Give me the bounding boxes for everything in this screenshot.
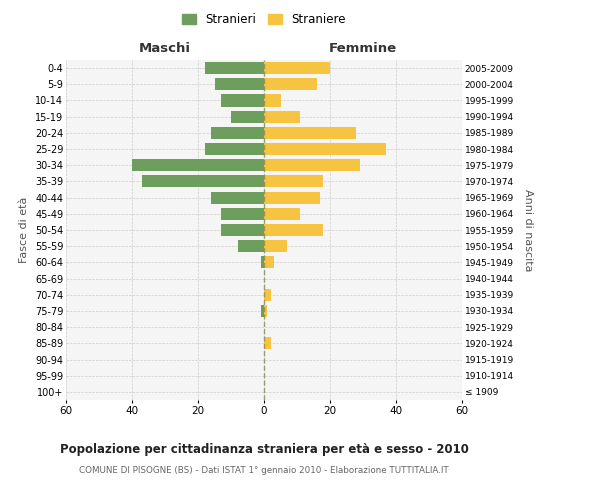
Bar	[215, 78, 264, 90]
Bar	[132, 159, 264, 172]
Bar	[264, 192, 320, 203]
Bar	[264, 159, 360, 172]
Text: Popolazione per cittadinanza straniera per età e sesso - 2010: Popolazione per cittadinanza straniera p…	[59, 442, 469, 456]
Bar	[264, 127, 356, 139]
Bar	[264, 305, 268, 317]
Bar	[264, 176, 323, 188]
Bar	[221, 94, 264, 106]
Bar	[264, 94, 281, 106]
Bar	[264, 256, 274, 268]
Bar	[264, 224, 323, 236]
Text: Maschi: Maschi	[139, 42, 191, 55]
Bar	[264, 110, 301, 122]
Bar	[211, 192, 264, 203]
Bar	[264, 288, 271, 301]
Bar	[205, 143, 264, 155]
Bar	[264, 338, 271, 349]
Bar	[264, 240, 287, 252]
Bar	[264, 62, 330, 74]
Bar	[211, 127, 264, 139]
Bar	[205, 62, 264, 74]
Y-axis label: Anni di nascita: Anni di nascita	[523, 188, 533, 271]
Bar	[260, 305, 264, 317]
Bar	[231, 110, 264, 122]
Bar	[260, 256, 264, 268]
Text: COMUNE DI PISOGNE (BS) - Dati ISTAT 1° gennaio 2010 - Elaborazione TUTTITALIA.IT: COMUNE DI PISOGNE (BS) - Dati ISTAT 1° g…	[79, 466, 449, 475]
Legend: Stranieri, Straniere: Stranieri, Straniere	[177, 8, 351, 31]
Y-axis label: Fasce di età: Fasce di età	[19, 197, 29, 263]
Text: Femmine: Femmine	[329, 42, 397, 55]
Bar	[142, 176, 264, 188]
Bar	[221, 224, 264, 236]
Bar	[264, 208, 301, 220]
Bar	[264, 143, 386, 155]
Bar	[238, 240, 264, 252]
Bar	[221, 208, 264, 220]
Bar	[264, 78, 317, 90]
